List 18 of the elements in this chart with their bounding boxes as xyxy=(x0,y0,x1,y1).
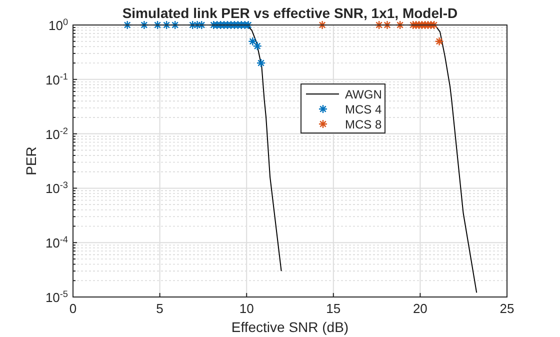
y-tick-label: 10$^{-4}$ xyxy=(45,234,68,251)
x-tick-label: 25 xyxy=(500,301,514,316)
y-axis-title: PER xyxy=(23,146,39,176)
legend-label: AWGN xyxy=(345,88,382,102)
x-tick-label: 10 xyxy=(239,301,254,316)
x-axis-title: Effective SNR (dB) xyxy=(231,319,349,335)
x-tick-label: 20 xyxy=(412,301,428,316)
chart-title: Simulated link PER vs effective SNR, 1x1, Model-D xyxy=(122,5,458,21)
y-tick-label: 10$^{-5}$ xyxy=(45,289,68,305)
y-tick-label: 10$^{0}$ xyxy=(48,17,68,33)
y-tick-label: 10$^{-1}$ xyxy=(45,71,68,88)
x-tick-label: 0 xyxy=(69,301,77,316)
legend-label: MCS 4 xyxy=(345,102,382,116)
x-tick-label: 15 xyxy=(326,301,341,316)
legend-label: MCS 8 xyxy=(345,118,382,132)
y-tick-label: 10$^{-2}$ xyxy=(45,126,68,142)
x-tick-label: 5 xyxy=(156,301,164,316)
y-tick-label: 10$^{-3}$ xyxy=(45,180,68,196)
